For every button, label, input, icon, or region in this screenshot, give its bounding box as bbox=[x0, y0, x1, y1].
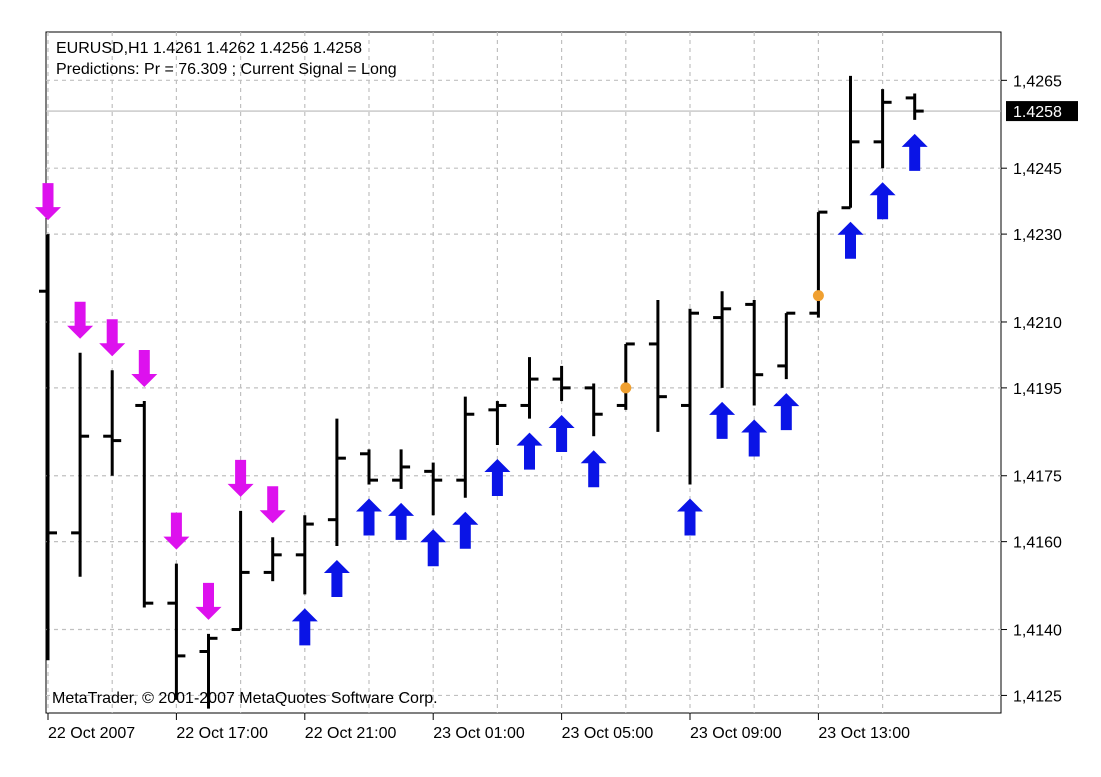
current-price-badge bbox=[1006, 101, 1078, 122]
y-tick-label: 1,4175 bbox=[1013, 469, 1062, 486]
signals-layer bbox=[35, 133, 928, 646]
ohlc-bar bbox=[873, 89, 892, 169]
x-tick-label: 23 Oct 13:00 bbox=[818, 725, 910, 742]
plot-frame bbox=[45, 31, 1002, 714]
y-tick-label: 1,4125 bbox=[1013, 688, 1062, 705]
ohlc-bar bbox=[392, 449, 411, 489]
ohlc-bar bbox=[103, 370, 122, 476]
ohlc-bar bbox=[456, 396, 475, 498]
ohlc-bar bbox=[905, 93, 924, 120]
ohlc-bar bbox=[488, 401, 507, 445]
ohlc-bar bbox=[616, 342, 635, 410]
y-tick-label: 1,4230 bbox=[1013, 227, 1062, 244]
up-arrow-icon bbox=[580, 450, 607, 488]
down-arrow-icon bbox=[99, 319, 126, 357]
up-arrow-icon bbox=[837, 221, 864, 259]
ohlc-bar bbox=[360, 449, 378, 485]
y-tick-label: 1,4210 bbox=[1013, 315, 1062, 332]
ohlc-bar bbox=[648, 300, 667, 432]
up-arrow-icon bbox=[291, 608, 318, 646]
current-price-label: 1.4258 bbox=[1013, 104, 1062, 121]
up-arrow-icon bbox=[516, 432, 543, 470]
ohlc-bar bbox=[424, 462, 443, 516]
up-arrow-icon bbox=[869, 182, 896, 220]
ohlc-bar bbox=[263, 537, 282, 582]
up-arrow-icon bbox=[388, 502, 415, 540]
header-predictions-line: Predictions: Pr = 76.309 ; Current Signa… bbox=[56, 61, 397, 78]
down-arrow-icon bbox=[163, 512, 190, 550]
down-arrow-icon bbox=[67, 301, 94, 339]
x-tick-label: 23 Oct 05:00 bbox=[562, 725, 654, 742]
down-arrow-icon bbox=[259, 486, 286, 524]
ohlc-bar bbox=[713, 291, 732, 388]
ohlc-bar bbox=[71, 352, 90, 577]
ohlc-bar bbox=[777, 311, 796, 380]
ohlc-bar bbox=[745, 300, 764, 406]
y-tick-label: 1,4195 bbox=[1013, 381, 1062, 398]
up-arrow-icon bbox=[323, 560, 350, 598]
ohlc-bar bbox=[135, 401, 154, 608]
down-arrow-icon bbox=[35, 183, 61, 221]
ohlc-bar bbox=[584, 383, 603, 437]
x-tick-label: 23 Oct 01:00 bbox=[433, 725, 525, 742]
up-arrow-icon bbox=[452, 511, 479, 549]
up-arrow-icon bbox=[677, 498, 703, 536]
up-arrow-icon bbox=[741, 419, 768, 457]
ohlc-bar bbox=[167, 563, 186, 700]
down-arrow-icon bbox=[131, 350, 158, 388]
down-arrow-icon bbox=[195, 582, 222, 620]
x-tick-label: 22 Oct 21:00 bbox=[305, 725, 397, 742]
current-price-layer: 1.4258 bbox=[46, 101, 1078, 122]
ohlc-bar bbox=[295, 515, 314, 595]
y-tick-label: 1,4140 bbox=[1013, 623, 1062, 640]
up-arrow-icon bbox=[484, 458, 511, 496]
neutral-dot-icon bbox=[620, 382, 632, 394]
up-arrow-icon bbox=[773, 393, 800, 431]
up-arrow-icon bbox=[709, 401, 736, 439]
ohlc-bar bbox=[231, 510, 250, 632]
ohlc-bar bbox=[327, 418, 346, 547]
down-arrow-icon bbox=[227, 459, 254, 497]
bars-layer bbox=[39, 75, 924, 709]
copyright-label: MetaTrader, © 2001-2007 MetaQuotes Softw… bbox=[52, 690, 438, 707]
neutral-dot-icon bbox=[812, 290, 824, 302]
ohlc-bar bbox=[552, 365, 571, 402]
ohlc-bar bbox=[39, 234, 57, 661]
ohlc-bar bbox=[520, 357, 539, 419]
y-tick-label: 1,4160 bbox=[1013, 535, 1062, 552]
y-tick-label: 1,4265 bbox=[1013, 73, 1062, 90]
ohlc-bar bbox=[681, 308, 699, 485]
ohlc-bar bbox=[199, 633, 218, 709]
x-tick-label: 23 Oct 09:00 bbox=[690, 725, 782, 742]
up-arrow-icon bbox=[548, 415, 575, 453]
y-tick-label: 1,4245 bbox=[1013, 161, 1062, 178]
up-arrow-icon bbox=[420, 529, 447, 567]
x-tick-label: 22 Oct 17:00 bbox=[176, 725, 268, 742]
header-symbol-line: EURUSD,H1 1.4261 1.4262 1.4256 1.4258 bbox=[56, 40, 362, 57]
axis-layer: 1,4265 1,4245 1,4230 1,4210 1,4195 1,4175 1,41… bbox=[47, 73, 1062, 742]
ohlc-bar bbox=[841, 75, 860, 210]
up-arrow-icon bbox=[356, 498, 382, 536]
x-tick-label: 22 Oct 2007 bbox=[48, 725, 135, 742]
up-arrow-icon bbox=[901, 133, 928, 171]
